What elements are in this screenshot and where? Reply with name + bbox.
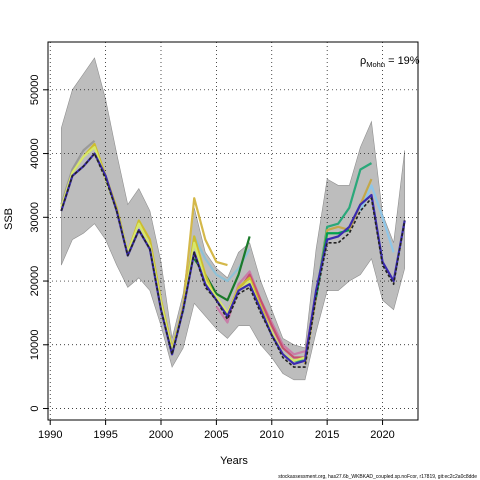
axes: 1990 1995 2000 2005 2010 2015 2020 0 10000 20000 3…	[29, 75, 395, 441]
series-line-8	[359, 184, 395, 253]
y-tick-label: 50000	[29, 75, 41, 106]
x-axis-title: Years	[220, 455, 248, 467]
mohn-rho-annotation: ρMohn = 19%	[360, 55, 420, 69]
y-axis-title: SSB	[3, 208, 15, 230]
x-tick-label: 2010	[260, 429, 284, 441]
footer-source: stockassessment.org, has27.6b_WKBKAD_cou…	[278, 474, 477, 480]
rho-value: = 19%	[385, 55, 420, 67]
x-tick-label: 1990	[38, 429, 62, 441]
y-tick-label: 20000	[29, 266, 41, 297]
series-line-13	[60, 152, 406, 368]
x-tick-label: 2020	[370, 429, 394, 441]
x-tick-label: 2000	[149, 429, 173, 441]
series-lines	[60, 139, 406, 368]
y-tick-label: 30000	[29, 202, 41, 233]
x-tick-label: 2015	[315, 429, 339, 441]
y-tick-label: 40000	[29, 138, 41, 169]
confidence-band-area	[60, 57, 406, 381]
y-tick-label: 10000	[29, 329, 41, 360]
y-tick-label: 0	[29, 405, 41, 411]
plot-frame	[47, 41, 419, 421]
confidence-band	[60, 57, 406, 381]
grid	[48, 42, 418, 420]
x-tick-label: 2005	[204, 429, 228, 441]
x-tick-label: 1995	[93, 429, 117, 441]
rho-subscript: Mohn	[366, 60, 385, 69]
rho-symbol: ρ	[360, 55, 366, 67]
